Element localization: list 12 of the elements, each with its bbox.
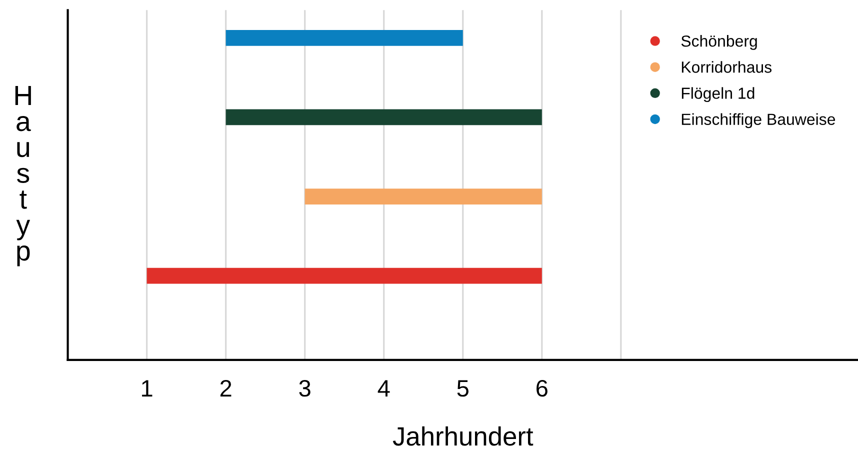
x-axis-title: Jahrhundert <box>392 426 534 446</box>
x-tick-label: 2 <box>220 380 232 396</box>
y-axis-title: Haustyp <box>15 86 31 266</box>
x-tick-label: 4 <box>378 380 390 396</box>
legend-label: Einschiffige Bauweise <box>682 113 836 128</box>
legend-label: Flögeln 1d <box>682 87 754 102</box>
x-tick-label: 1 <box>142 380 152 396</box>
x-tick-label: 3 <box>299 380 310 397</box>
legend-label: Schönberg <box>681 35 757 50</box>
x-tick-label: 6 <box>536 380 548 397</box>
legend-label: Korridorhaus <box>682 61 772 73</box>
x-tick-label: 5 <box>457 380 468 397</box>
